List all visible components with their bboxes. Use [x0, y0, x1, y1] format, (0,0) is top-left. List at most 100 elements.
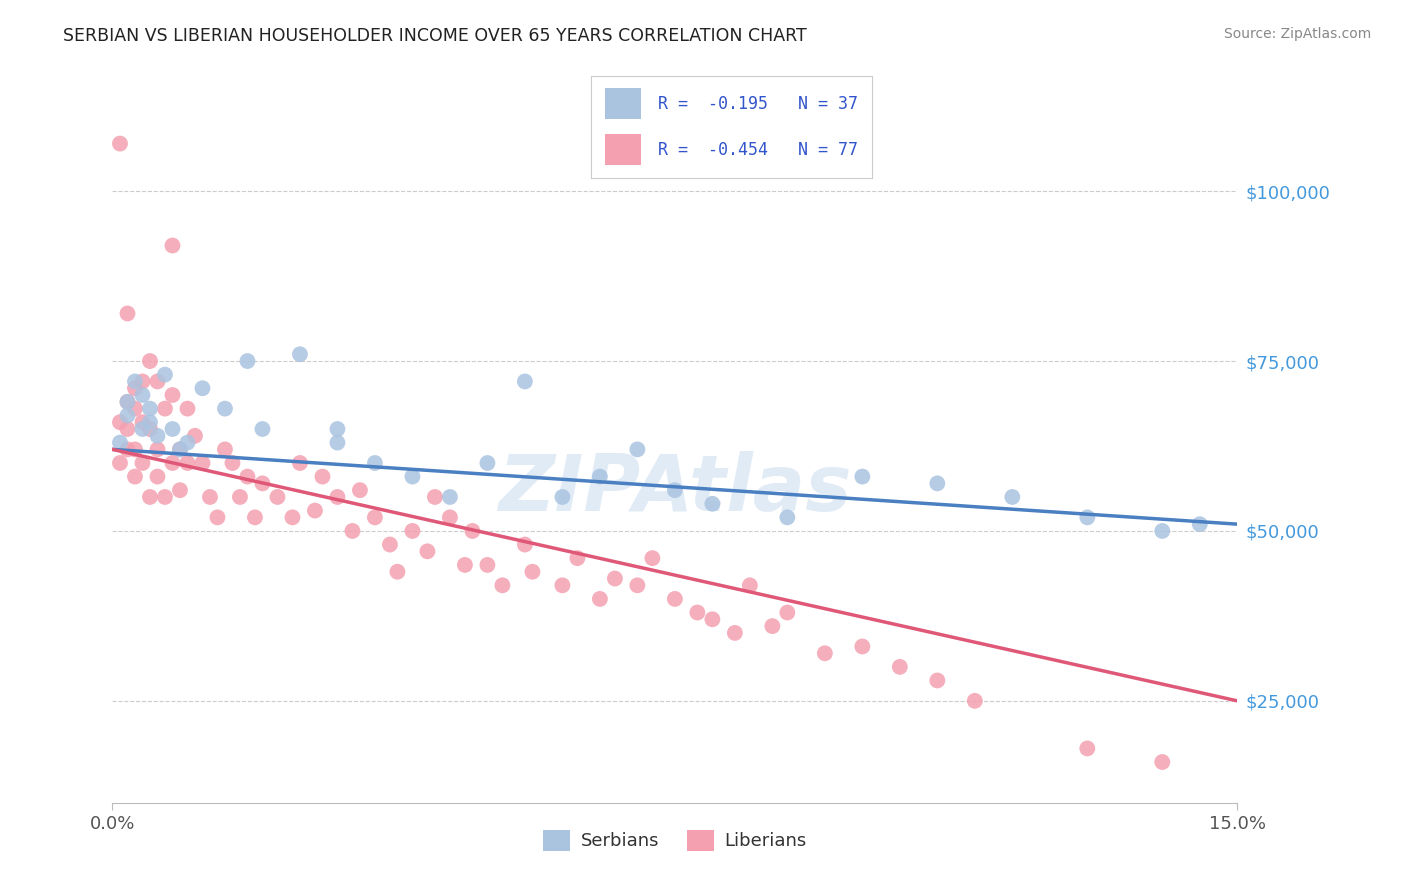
- Point: [702, 497, 724, 511]
- Point: [162, 456, 184, 470]
- Point: [342, 524, 364, 538]
- Point: [146, 442, 169, 457]
- Text: R =  -0.454   N = 77: R = -0.454 N = 77: [658, 141, 858, 159]
- Point: [326, 435, 349, 450]
- Point: [153, 490, 176, 504]
- Point: [176, 456, 198, 470]
- Point: [364, 510, 387, 524]
- Point: [551, 578, 574, 592]
- Point: [927, 673, 949, 688]
- Point: [761, 619, 783, 633]
- Point: [326, 422, 349, 436]
- Point: [364, 456, 387, 470]
- Point: [963, 694, 986, 708]
- Point: [191, 381, 214, 395]
- Point: [686, 606, 709, 620]
- Point: [626, 578, 648, 592]
- Point: [169, 442, 191, 457]
- Point: [207, 510, 229, 524]
- Point: [236, 354, 259, 368]
- Point: [139, 354, 162, 368]
- Point: [477, 558, 499, 572]
- Point: [131, 375, 153, 389]
- Point: [491, 578, 513, 592]
- Point: [221, 456, 243, 470]
- Point: [664, 591, 686, 606]
- Point: [153, 401, 176, 416]
- Point: [139, 415, 162, 429]
- Point: [927, 476, 949, 491]
- Point: [131, 388, 153, 402]
- Point: [252, 422, 274, 436]
- Point: [641, 551, 664, 566]
- Point: [567, 551, 589, 566]
- Point: [477, 456, 499, 470]
- Point: [889, 660, 911, 674]
- Point: [131, 415, 153, 429]
- Legend: Serbians, Liberians: Serbians, Liberians: [536, 822, 814, 858]
- Point: [191, 456, 214, 470]
- Point: [252, 476, 274, 491]
- Point: [146, 469, 169, 483]
- Point: [423, 490, 446, 504]
- Point: [124, 375, 146, 389]
- Point: [162, 422, 184, 436]
- Point: [146, 429, 169, 443]
- Text: SERBIAN VS LIBERIAN HOUSEHOLDER INCOME OVER 65 YEARS CORRELATION CHART: SERBIAN VS LIBERIAN HOUSEHOLDER INCOME O…: [63, 27, 807, 45]
- Point: [401, 469, 423, 483]
- FancyBboxPatch shape: [605, 135, 641, 165]
- Point: [117, 422, 139, 436]
- Point: [288, 347, 311, 361]
- Point: [169, 483, 191, 498]
- Point: [1152, 755, 1174, 769]
- Point: [108, 415, 131, 429]
- Point: [416, 544, 439, 558]
- Point: [1188, 517, 1211, 532]
- Point: [117, 394, 139, 409]
- Point: [439, 510, 461, 524]
- Point: [117, 409, 139, 423]
- Point: [146, 375, 169, 389]
- Point: [108, 456, 131, 470]
- Point: [851, 469, 873, 483]
- Point: [214, 401, 236, 416]
- Point: [184, 429, 207, 443]
- Point: [304, 503, 326, 517]
- Point: [243, 510, 266, 524]
- Point: [139, 401, 162, 416]
- Point: [162, 388, 184, 402]
- Point: [176, 401, 198, 416]
- Point: [401, 524, 423, 538]
- Point: [108, 435, 131, 450]
- Point: [311, 469, 333, 483]
- Point: [513, 537, 536, 551]
- Point: [162, 238, 184, 252]
- Point: [1152, 524, 1174, 538]
- Point: [851, 640, 873, 654]
- Point: [454, 558, 477, 572]
- Point: [266, 490, 288, 504]
- Point: [153, 368, 176, 382]
- Point: [198, 490, 221, 504]
- Point: [288, 456, 311, 470]
- Point: [349, 483, 371, 498]
- Point: [124, 401, 146, 416]
- Point: [131, 456, 153, 470]
- Point: [1001, 490, 1024, 504]
- Point: [387, 565, 409, 579]
- Point: [589, 591, 612, 606]
- Point: [626, 442, 648, 457]
- Text: ZIPAtlas: ZIPAtlas: [498, 450, 852, 527]
- Point: [139, 490, 162, 504]
- Point: [702, 612, 724, 626]
- Point: [229, 490, 252, 504]
- Point: [236, 469, 259, 483]
- Point: [139, 422, 162, 436]
- Point: [603, 572, 626, 586]
- Point: [176, 435, 198, 450]
- Point: [738, 578, 761, 592]
- Point: [724, 626, 747, 640]
- Point: [169, 442, 191, 457]
- Point: [108, 136, 131, 151]
- Text: Source: ZipAtlas.com: Source: ZipAtlas.com: [1223, 27, 1371, 41]
